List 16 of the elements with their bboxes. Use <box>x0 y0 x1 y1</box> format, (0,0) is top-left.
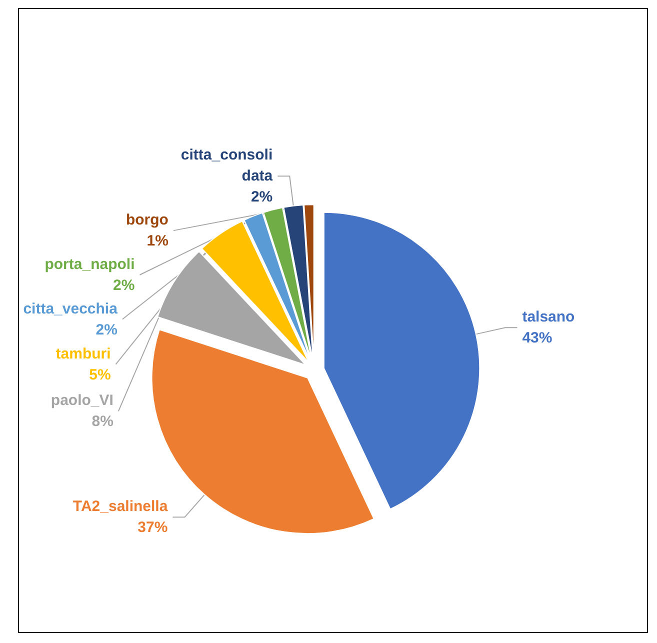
slice-label: TA2_salinella <box>72 498 168 516</box>
slice-label: talsano <box>522 308 575 326</box>
data-label: 2% <box>113 276 135 294</box>
slice-label: borgo <box>126 212 168 229</box>
data-label: 2% <box>96 321 118 338</box>
data-label: 8% <box>92 413 114 430</box>
data-label: 1% <box>146 232 168 250</box>
slice-label: citta_vecchia <box>23 300 118 318</box>
slice-label: tamburi <box>56 345 111 362</box>
slice-label: porta_napoli <box>44 256 135 273</box>
data-label: 37% <box>138 519 168 536</box>
slice-label: citta_consolidata <box>180 146 274 185</box>
slice-label: paolo_VI <box>50 392 114 410</box>
data-label: 43% <box>522 330 552 347</box>
data-label: 5% <box>89 366 111 384</box>
data-label: 2% <box>250 188 273 206</box>
